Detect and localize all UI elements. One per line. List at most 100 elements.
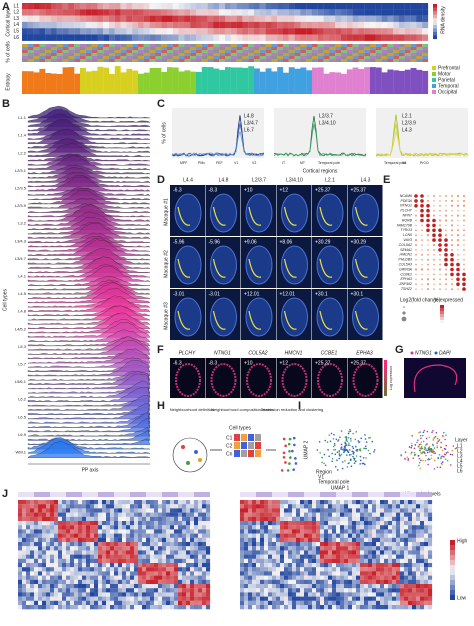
heat-cell <box>284 512 289 517</box>
stack-seg <box>381 44 388 47</box>
heat-cell <box>288 500 293 505</box>
heat-cell <box>424 508 429 513</box>
heat-cell <box>324 508 329 513</box>
heat-cell <box>38 600 43 606</box>
heat-cell <box>74 516 79 522</box>
heat-cell <box>190 563 195 568</box>
heat-cell <box>42 516 47 522</box>
heat-cell <box>428 592 433 597</box>
heat-cell <box>66 584 71 589</box>
heat-cell <box>276 550 281 555</box>
heat-cell <box>356 512 361 517</box>
heat-cell <box>149 9 156 16</box>
heat-cell <box>142 516 147 522</box>
heat-cell <box>416 554 421 559</box>
heat-cell <box>424 516 429 522</box>
heat-cell <box>412 533 417 538</box>
heat-cell <box>122 500 127 505</box>
heat-cell <box>170 596 175 601</box>
dot <box>457 224 459 227</box>
heat-cell <box>146 579 151 585</box>
dot <box>433 288 435 290</box>
heat-cell <box>190 529 195 534</box>
umap-point <box>348 444 351 447</box>
heat-cell <box>332 500 337 505</box>
heat-cell <box>219 21 226 29</box>
entropy-bar <box>91 70 98 94</box>
heat-cell <box>122 504 127 509</box>
heat-cell <box>272 571 277 576</box>
entropy-bar <box>341 73 347 94</box>
heat-cell <box>316 529 321 534</box>
heat-cell <box>348 529 353 534</box>
heat-cell <box>194 554 199 559</box>
umap-point <box>356 448 359 451</box>
heat-cell <box>348 563 353 568</box>
heat-cell <box>97 21 104 29</box>
heat-cell <box>230 15 237 22</box>
heat-cell <box>46 504 51 509</box>
stack-seg <box>62 50 69 53</box>
umap-point <box>454 447 457 450</box>
level-band <box>162 492 178 497</box>
stack-seg <box>109 56 115 59</box>
heat-cell <box>138 34 144 41</box>
heat-cell <box>324 567 329 572</box>
ridge <box>27 265 151 282</box>
heat-cell <box>384 588 389 593</box>
stack-seg <box>341 50 347 53</box>
heat-cell <box>27 15 34 22</box>
heat-cell <box>358 34 365 41</box>
heat-cell <box>236 15 243 22</box>
heat-cell <box>219 34 226 41</box>
heat-cell <box>320 592 325 597</box>
heat-cell <box>400 516 405 522</box>
heat-cell <box>288 596 293 601</box>
heat-cell <box>248 550 253 555</box>
heat-cell <box>114 550 119 555</box>
heat-cell <box>320 571 325 576</box>
dot <box>433 263 435 266</box>
heat-cell <box>142 584 147 589</box>
plot-bg <box>172 108 264 158</box>
heat-cell <box>138 571 143 576</box>
heat-cell <box>62 34 69 41</box>
heat-cell <box>324 554 329 559</box>
heat-cell <box>420 558 425 564</box>
heat-cell <box>277 15 284 22</box>
dot <box>457 288 459 290</box>
stack-seg <box>22 47 28 50</box>
heat-cell <box>46 571 51 576</box>
ridge <box>27 441 151 458</box>
heat-cell <box>296 516 301 522</box>
heat-cell <box>194 533 199 538</box>
heat-cell <box>166 600 171 606</box>
heat-cell <box>308 537 313 543</box>
label: +12.01 <box>280 291 296 297</box>
heat-cell <box>166 596 171 601</box>
heat-cell <box>130 605 135 610</box>
colorbar <box>433 18 437 22</box>
heat-cell <box>392 558 397 564</box>
cluster-point <box>288 437 292 441</box>
dot <box>433 205 435 207</box>
heat-cell <box>182 500 187 505</box>
heat-cell <box>106 525 111 530</box>
heat-cell <box>46 554 51 559</box>
entropy-bar <box>393 70 400 94</box>
heat-cell <box>174 592 179 597</box>
heat-cell <box>329 21 336 29</box>
heat-cell <box>412 508 417 513</box>
heat-cell <box>376 554 381 559</box>
stack-seg <box>404 50 411 53</box>
heat-cell <box>400 579 405 585</box>
heat-cell <box>146 525 151 530</box>
heat-cell <box>201 15 208 22</box>
stack-seg <box>149 59 156 62</box>
heat-cell <box>256 579 261 585</box>
heat-cell <box>98 592 103 597</box>
heat-cell <box>149 15 156 22</box>
heat-cell <box>341 3 347 10</box>
stack-seg <box>236 53 243 56</box>
heat-cell <box>312 21 318 29</box>
